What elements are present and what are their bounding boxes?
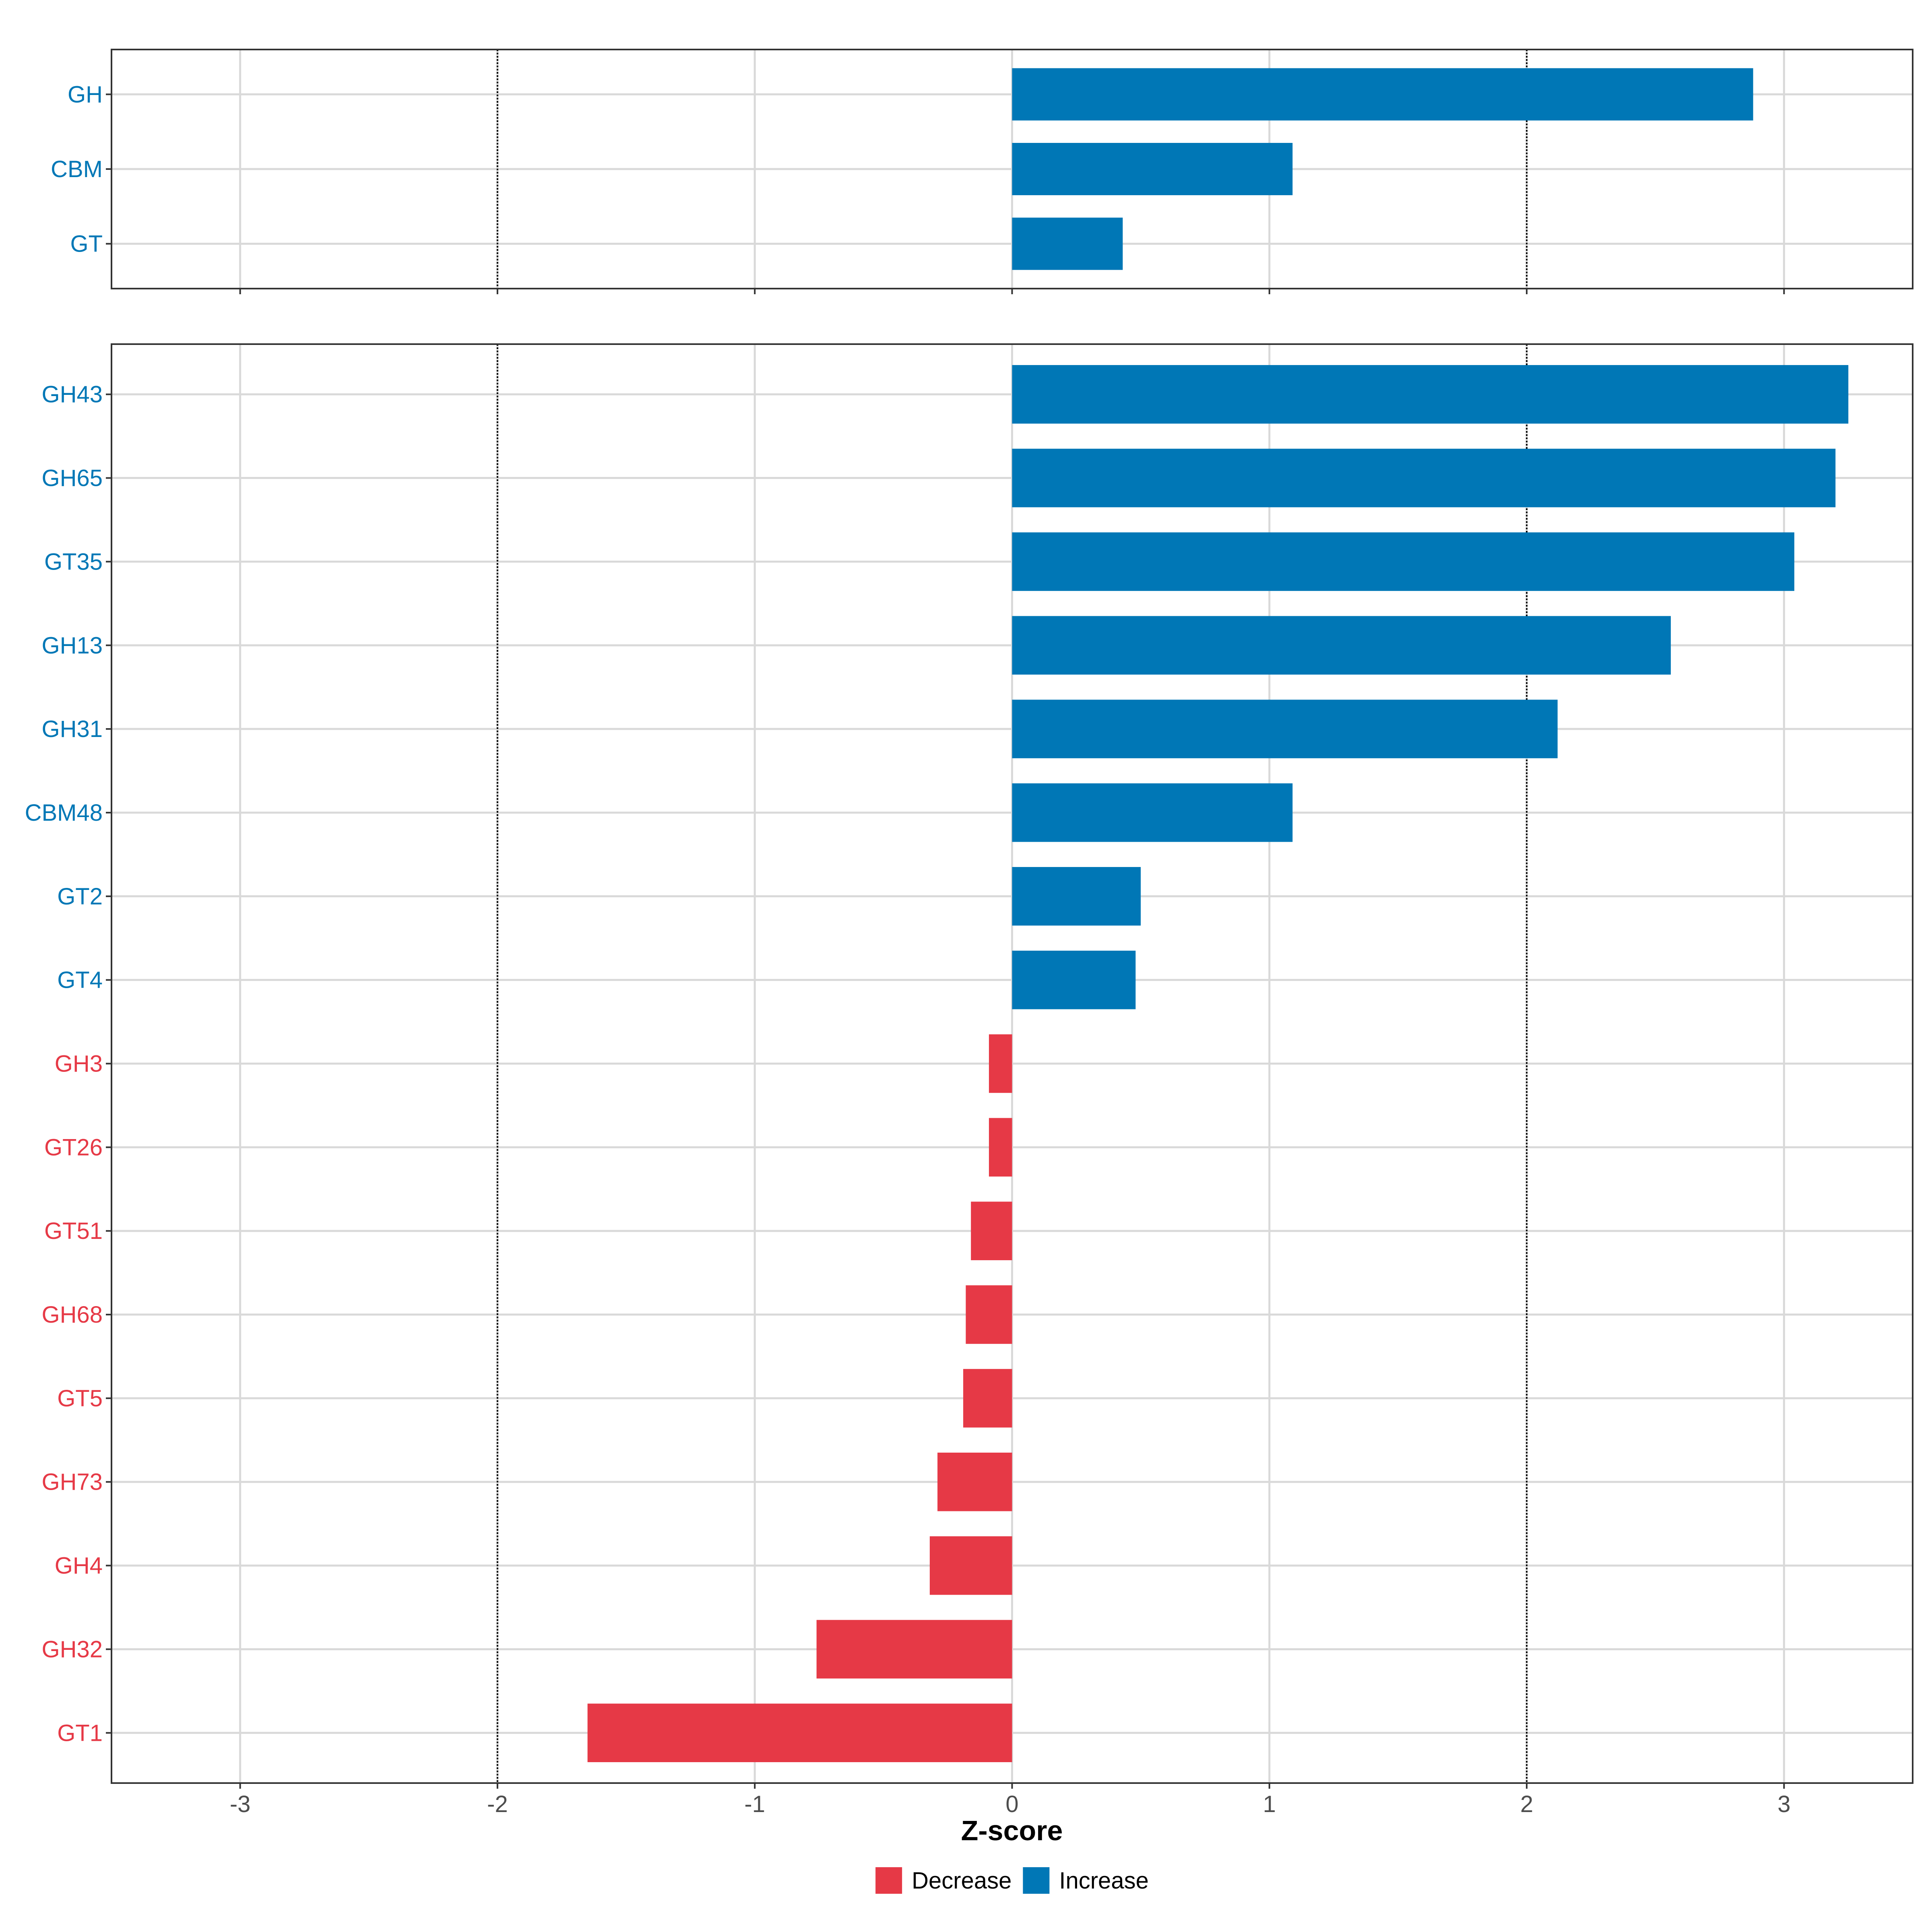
bar-gh32 (816, 1620, 1012, 1679)
legend-label: Decrease (912, 1868, 1011, 1894)
bar-cbm (1012, 143, 1293, 195)
y-tick-label: GH4 (55, 1553, 103, 1579)
bar-gh73 (937, 1452, 1012, 1511)
y-tick-label: GH (68, 81, 103, 107)
y-tick-label: GH3 (55, 1051, 103, 1077)
legend-key (1023, 1867, 1050, 1894)
y-tick-label: GH31 (41, 716, 103, 742)
y-tick-label: GT4 (57, 967, 103, 993)
y-tick-label: GH43 (41, 382, 103, 408)
y-tick-label: GH65 (41, 465, 103, 491)
x-tick-label: -3 (230, 1791, 251, 1817)
bar-gh43 (1012, 365, 1849, 424)
y-tick-label: GH13 (41, 632, 103, 658)
bar-gh3 (989, 1034, 1012, 1093)
x-tick-label: -2 (487, 1791, 508, 1817)
y-tick-label: GT1 (57, 1720, 103, 1746)
legend-label: Increase (1059, 1868, 1148, 1894)
bar-gt4 (1012, 950, 1136, 1009)
y-tick-label: GH73 (41, 1469, 103, 1495)
bar-gt1 (587, 1703, 1012, 1763)
legend-item-increase: Increase (1023, 1867, 1149, 1894)
y-tick-label: GT26 (44, 1134, 103, 1160)
bar-gh13 (1012, 616, 1671, 675)
y-tick-label: CBM (51, 156, 103, 182)
x-axis-title: Z-score (961, 1815, 1063, 1846)
y-tick-label: GT51 (44, 1218, 103, 1244)
y-tick-label: GT5 (57, 1385, 103, 1412)
x-tick-label: -1 (744, 1791, 765, 1817)
x-tick-label: 3 (1777, 1791, 1790, 1817)
x-tick-label: 0 (1005, 1791, 1018, 1817)
x-tick-label: 1 (1263, 1791, 1276, 1817)
bar-gt51 (971, 1201, 1012, 1260)
y-tick-label: GH32 (41, 1636, 103, 1662)
bar-gh (1012, 68, 1753, 121)
bar-gh65 (1012, 448, 1836, 508)
y-tick-label: GT35 (44, 549, 103, 575)
panels: GHCBMGTGH43GH65GT35GH13GH31CBM48GT2GT4GH… (25, 49, 1913, 1789)
panel-1: GH CBM GT (51, 49, 1913, 294)
bar-gt35 (1012, 532, 1794, 591)
x-tick-label: 2 (1520, 1791, 1533, 1817)
bar-gt26 (989, 1118, 1012, 1177)
bar-gt2 (1012, 867, 1141, 926)
y-tick-label: CBM48 (25, 800, 103, 826)
x-axis: -3 -2 -1 0 1 2 3 (230, 1791, 1791, 1817)
legend-key (875, 1867, 902, 1894)
bar-gh4 (929, 1536, 1012, 1595)
panel-2: GH43 GH65 GT35 GH13 GH31 CBM48 GT2 GT4 GH3 GT26 GT… (25, 343, 1913, 1789)
y-tick-label: GH68 (41, 1302, 103, 1328)
y-tick-label: GT (70, 231, 103, 257)
bar-gt5 (963, 1369, 1012, 1428)
bar-cbm48 (1012, 783, 1293, 842)
bar-gh31 (1012, 700, 1558, 758)
bar-gt (1012, 217, 1123, 270)
legend: Decrease Increase (875, 1867, 1149, 1894)
bar-gh68 (966, 1285, 1012, 1344)
legend-item-decrease: Decrease (875, 1867, 1011, 1894)
y-tick-label: GT2 (57, 883, 103, 910)
